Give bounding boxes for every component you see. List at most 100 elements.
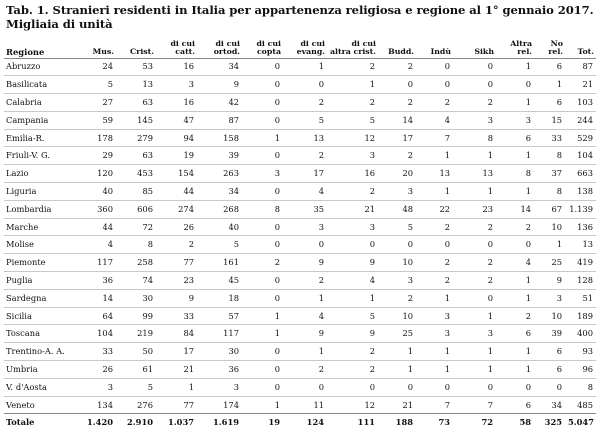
value-cell: 360	[97, 203, 113, 214]
value-cell: 8	[487, 132, 493, 143]
value-cell: 57	[228, 310, 239, 321]
table-row: Abruzzo 24 53 16 34 0 1 2 2 0 0 1 6 87	[4, 58, 596, 76]
value-cell: 0	[556, 381, 562, 392]
table-header: Regione Mus. Crist. di cui catt. di cui orto…	[4, 34, 596, 58]
value-cell: 274	[178, 203, 194, 214]
value-cell: 5	[233, 239, 239, 250]
value-cell: 161	[223, 257, 239, 268]
table-row: Lombardia 360 606 274 268 8 35 21 48 22 23 14 67 1.13…	[4, 200, 596, 218]
value-cell: 2	[369, 363, 375, 374]
column-header: di cui evang.	[296, 38, 325, 56]
table-row: Basilicata 5 13 3 9 0 0 1 0 0 0 0 1 21	[4, 75, 596, 94]
total-cell: 58	[519, 417, 531, 428]
value-cell: 0	[487, 292, 493, 303]
value-cell: 47	[183, 114, 194, 125]
value-cell: 136	[577, 221, 593, 232]
value-cell: 40	[102, 185, 113, 196]
value-cell: 1	[369, 292, 375, 303]
value-cell: 21	[183, 363, 194, 374]
value-cell: 35	[313, 203, 324, 214]
value-cell: 40	[228, 221, 239, 232]
region-cell: Lombardia	[6, 203, 52, 214]
value-cell: 2	[444, 257, 450, 268]
value-cell: 485	[577, 399, 593, 410]
value-cell: 1	[525, 185, 531, 196]
value-cell: 117	[97, 257, 113, 268]
value-cell: 2	[444, 274, 450, 285]
value-cell: 84	[183, 328, 194, 339]
column-header: Mus.	[92, 46, 114, 56]
value-cell: 13	[313, 132, 324, 143]
value-cell: 0	[274, 114, 280, 125]
column-header: Altra rel.	[510, 38, 532, 56]
total-cell: 19	[268, 417, 280, 428]
value-cell: 2	[407, 61, 413, 72]
value-cell: 16	[183, 96, 194, 107]
table-row: Marche 44 72 26 40 0 3 3 5 2 2 2 10 136	[4, 218, 596, 236]
value-cell: 24	[102, 61, 113, 72]
total-cell: 124	[306, 417, 324, 428]
value-cell: 7	[487, 399, 493, 410]
value-cell: 1	[487, 185, 493, 196]
region-cell: Basilicata	[6, 79, 48, 90]
value-cell: 10	[402, 257, 413, 268]
value-cell: 21	[364, 203, 375, 214]
value-cell: 64	[102, 310, 113, 321]
value-cell: 0	[274, 96, 280, 107]
value-cell: 30	[228, 346, 239, 357]
value-cell: 0	[525, 381, 531, 392]
value-cell: 14	[520, 203, 531, 214]
value-cell: 51	[582, 292, 593, 303]
value-cell: 3	[407, 185, 413, 196]
value-cell: 2	[487, 274, 493, 285]
value-cell: 2	[525, 221, 531, 232]
value-cell: 419	[577, 257, 593, 268]
total-cell: 111	[357, 417, 375, 428]
total-cell: 188	[395, 417, 413, 428]
value-cell: 3	[188, 79, 194, 90]
value-cell: 27	[102, 96, 113, 107]
value-cell: 2	[444, 96, 450, 107]
value-cell: 258	[137, 257, 153, 268]
value-cell: 0	[444, 79, 450, 90]
value-cell: 3	[525, 114, 531, 125]
value-cell: 0	[525, 79, 531, 90]
value-cell: 48	[402, 203, 413, 214]
value-cell: 30	[142, 292, 153, 303]
total-cell: 1.037	[168, 417, 194, 428]
value-cell: 1	[318, 292, 324, 303]
column-header: di cui copta	[256, 38, 281, 56]
value-cell: 3	[444, 310, 450, 321]
value-cell: 2	[318, 150, 324, 161]
value-cell: 93	[582, 346, 593, 357]
value-cell: 2	[188, 239, 194, 250]
value-cell: 134	[97, 399, 113, 410]
value-cell: 45	[228, 274, 239, 285]
value-cell: 9	[318, 328, 324, 339]
total-cell: 73	[438, 417, 450, 428]
value-cell: 5	[369, 114, 375, 125]
value-cell: 63	[142, 150, 153, 161]
value-cell: 11	[313, 399, 324, 410]
value-cell: 0	[274, 239, 280, 250]
value-cell: 67	[551, 203, 562, 214]
value-cell: 1	[407, 363, 413, 374]
value-cell: 77	[183, 257, 194, 268]
table-row: Calabria 27 63 16 42 0 2 2 2 2 2 1 6 103	[4, 93, 596, 112]
value-cell: 14	[102, 292, 113, 303]
value-cell: 1	[487, 363, 493, 374]
value-cell: 1	[525, 292, 531, 303]
value-cell: 63	[142, 96, 153, 107]
value-cell: 3	[233, 381, 239, 392]
value-cell: 0	[274, 79, 280, 90]
value-cell: 6	[556, 96, 562, 107]
value-cell: 53	[142, 61, 153, 72]
value-cell: 2	[525, 310, 531, 321]
value-cell: 6	[525, 399, 531, 410]
column-header: Indù	[430, 46, 451, 56]
value-cell: 26	[183, 221, 194, 232]
value-cell: 606	[137, 203, 153, 214]
value-cell: 87	[228, 114, 239, 125]
value-cell: 0	[274, 274, 280, 285]
region-cell: Umbria	[6, 363, 38, 374]
